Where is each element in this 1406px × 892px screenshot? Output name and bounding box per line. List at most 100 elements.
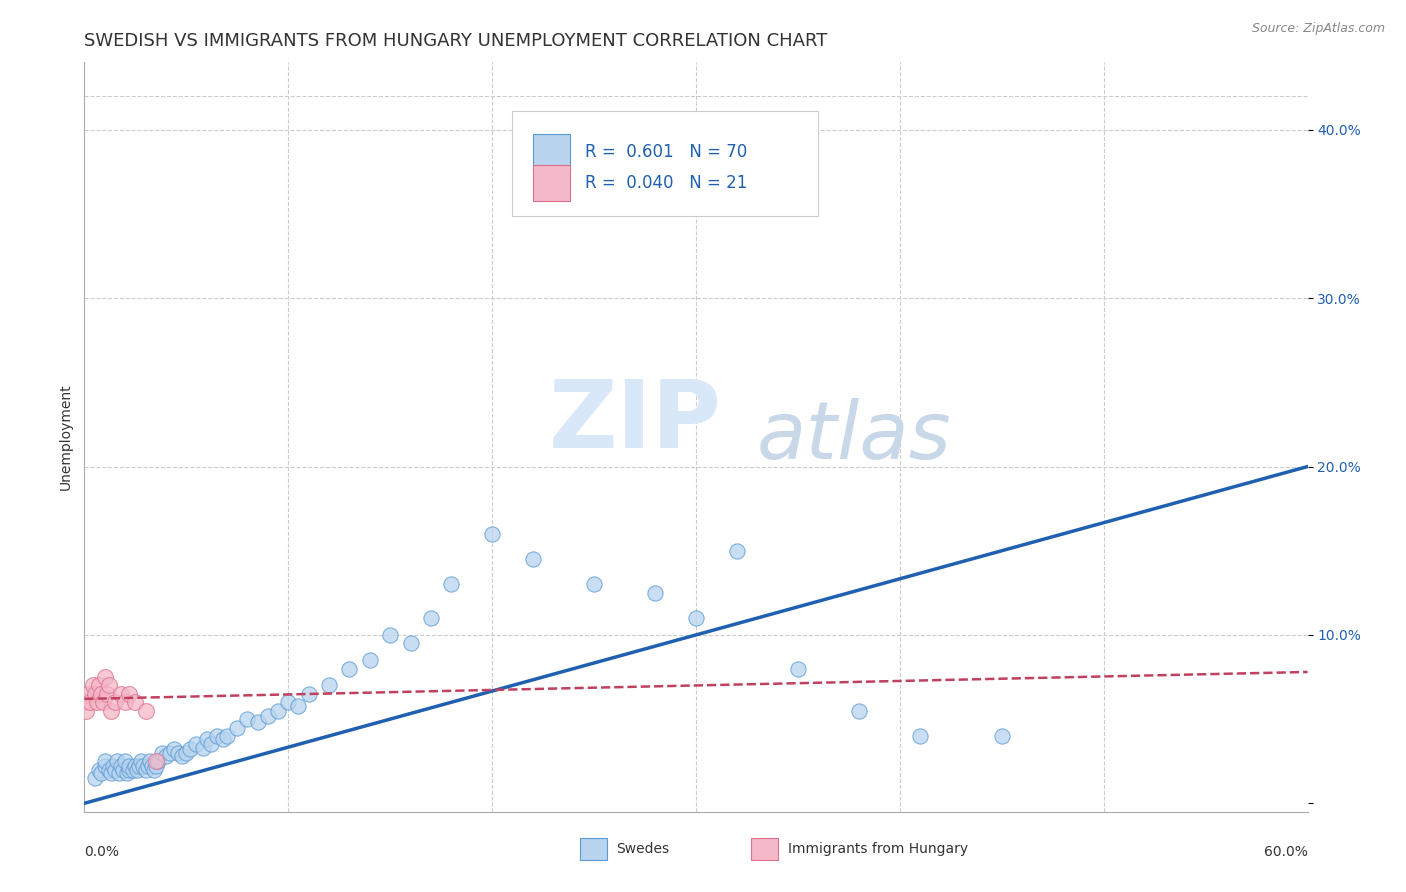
Point bbox=[127, 763, 149, 777]
Point bbox=[787, 662, 810, 676]
Point bbox=[522, 552, 544, 566]
Point bbox=[118, 763, 141, 777]
Point bbox=[339, 662, 361, 676]
Point bbox=[97, 763, 120, 777]
Point bbox=[135, 704, 157, 718]
Point bbox=[644, 586, 666, 600]
FancyBboxPatch shape bbox=[513, 112, 818, 216]
Point bbox=[991, 729, 1014, 743]
Point bbox=[77, 687, 100, 701]
Point bbox=[167, 746, 190, 760]
Point bbox=[848, 704, 870, 718]
Point bbox=[145, 759, 167, 773]
Point bbox=[163, 742, 186, 756]
Point bbox=[93, 759, 115, 773]
Point bbox=[267, 704, 290, 718]
Point bbox=[105, 754, 128, 768]
Point bbox=[138, 754, 160, 768]
Point bbox=[114, 695, 136, 709]
Point bbox=[236, 712, 259, 726]
Point bbox=[112, 763, 135, 777]
Text: R =  0.601   N = 70: R = 0.601 N = 70 bbox=[585, 143, 747, 161]
Point bbox=[73, 695, 96, 709]
Point bbox=[583, 577, 606, 591]
Text: Source: ZipAtlas.com: Source: ZipAtlas.com bbox=[1251, 22, 1385, 36]
Point bbox=[440, 577, 463, 591]
Point bbox=[186, 737, 208, 751]
Point bbox=[191, 740, 214, 755]
Point bbox=[93, 754, 115, 768]
Point bbox=[399, 636, 422, 650]
Point bbox=[150, 746, 173, 760]
Point bbox=[481, 527, 503, 541]
Point bbox=[318, 678, 340, 692]
Bar bbox=[751, 838, 778, 861]
Point bbox=[83, 687, 105, 701]
Text: 0.0%: 0.0% bbox=[84, 846, 120, 859]
Point bbox=[287, 698, 309, 713]
Point bbox=[172, 749, 194, 764]
Point bbox=[131, 754, 153, 768]
Text: 60.0%: 60.0% bbox=[1264, 846, 1308, 859]
Point bbox=[298, 687, 321, 701]
Point bbox=[195, 732, 218, 747]
Point bbox=[124, 695, 146, 709]
Point bbox=[725, 543, 748, 558]
Point bbox=[97, 678, 120, 692]
Text: Immigrants from Hungary: Immigrants from Hungary bbox=[787, 842, 967, 856]
Point bbox=[87, 763, 110, 777]
Point bbox=[100, 704, 122, 718]
Point bbox=[277, 695, 299, 709]
Point bbox=[685, 611, 707, 625]
Text: R =  0.040   N = 21: R = 0.040 N = 21 bbox=[585, 174, 747, 192]
Point bbox=[75, 704, 97, 718]
Bar bbox=[533, 134, 569, 169]
Point bbox=[217, 729, 239, 743]
Point bbox=[79, 695, 101, 709]
Bar bbox=[579, 838, 606, 861]
Point bbox=[135, 763, 157, 777]
Text: ZIP: ZIP bbox=[550, 376, 723, 468]
Point bbox=[90, 766, 112, 780]
Point bbox=[96, 687, 118, 701]
Point bbox=[114, 754, 136, 768]
Point bbox=[380, 628, 402, 642]
Point bbox=[104, 695, 127, 709]
Text: atlas: atlas bbox=[758, 398, 952, 476]
Point bbox=[257, 708, 280, 723]
Point bbox=[83, 771, 105, 785]
Point bbox=[136, 759, 159, 773]
Point bbox=[141, 759, 163, 773]
Point bbox=[118, 759, 141, 773]
Point bbox=[174, 746, 197, 760]
Point bbox=[82, 678, 104, 692]
Point bbox=[115, 766, 138, 780]
Point bbox=[93, 670, 115, 684]
Point bbox=[420, 611, 443, 625]
Point bbox=[200, 737, 222, 751]
Point bbox=[246, 715, 269, 730]
Text: Swedes: Swedes bbox=[616, 842, 669, 856]
Point bbox=[122, 763, 145, 777]
Point bbox=[110, 687, 132, 701]
Point bbox=[205, 729, 228, 743]
Point bbox=[145, 754, 167, 768]
Point bbox=[90, 687, 112, 701]
Point bbox=[128, 759, 150, 773]
Point bbox=[146, 754, 169, 768]
Point bbox=[142, 763, 165, 777]
Text: SWEDISH VS IMMIGRANTS FROM HUNGARY UNEMPLOYMENT CORRELATION CHART: SWEDISH VS IMMIGRANTS FROM HUNGARY UNEMP… bbox=[84, 32, 828, 50]
Point bbox=[108, 766, 131, 780]
Point bbox=[87, 678, 110, 692]
Point bbox=[212, 732, 235, 747]
Point bbox=[910, 729, 932, 743]
Point bbox=[179, 742, 201, 756]
Point bbox=[359, 653, 381, 667]
Point bbox=[101, 759, 124, 773]
Point bbox=[159, 746, 181, 760]
Point bbox=[104, 763, 127, 777]
Point bbox=[110, 759, 132, 773]
Point bbox=[86, 695, 108, 709]
Point bbox=[100, 766, 122, 780]
Bar bbox=[533, 165, 569, 201]
